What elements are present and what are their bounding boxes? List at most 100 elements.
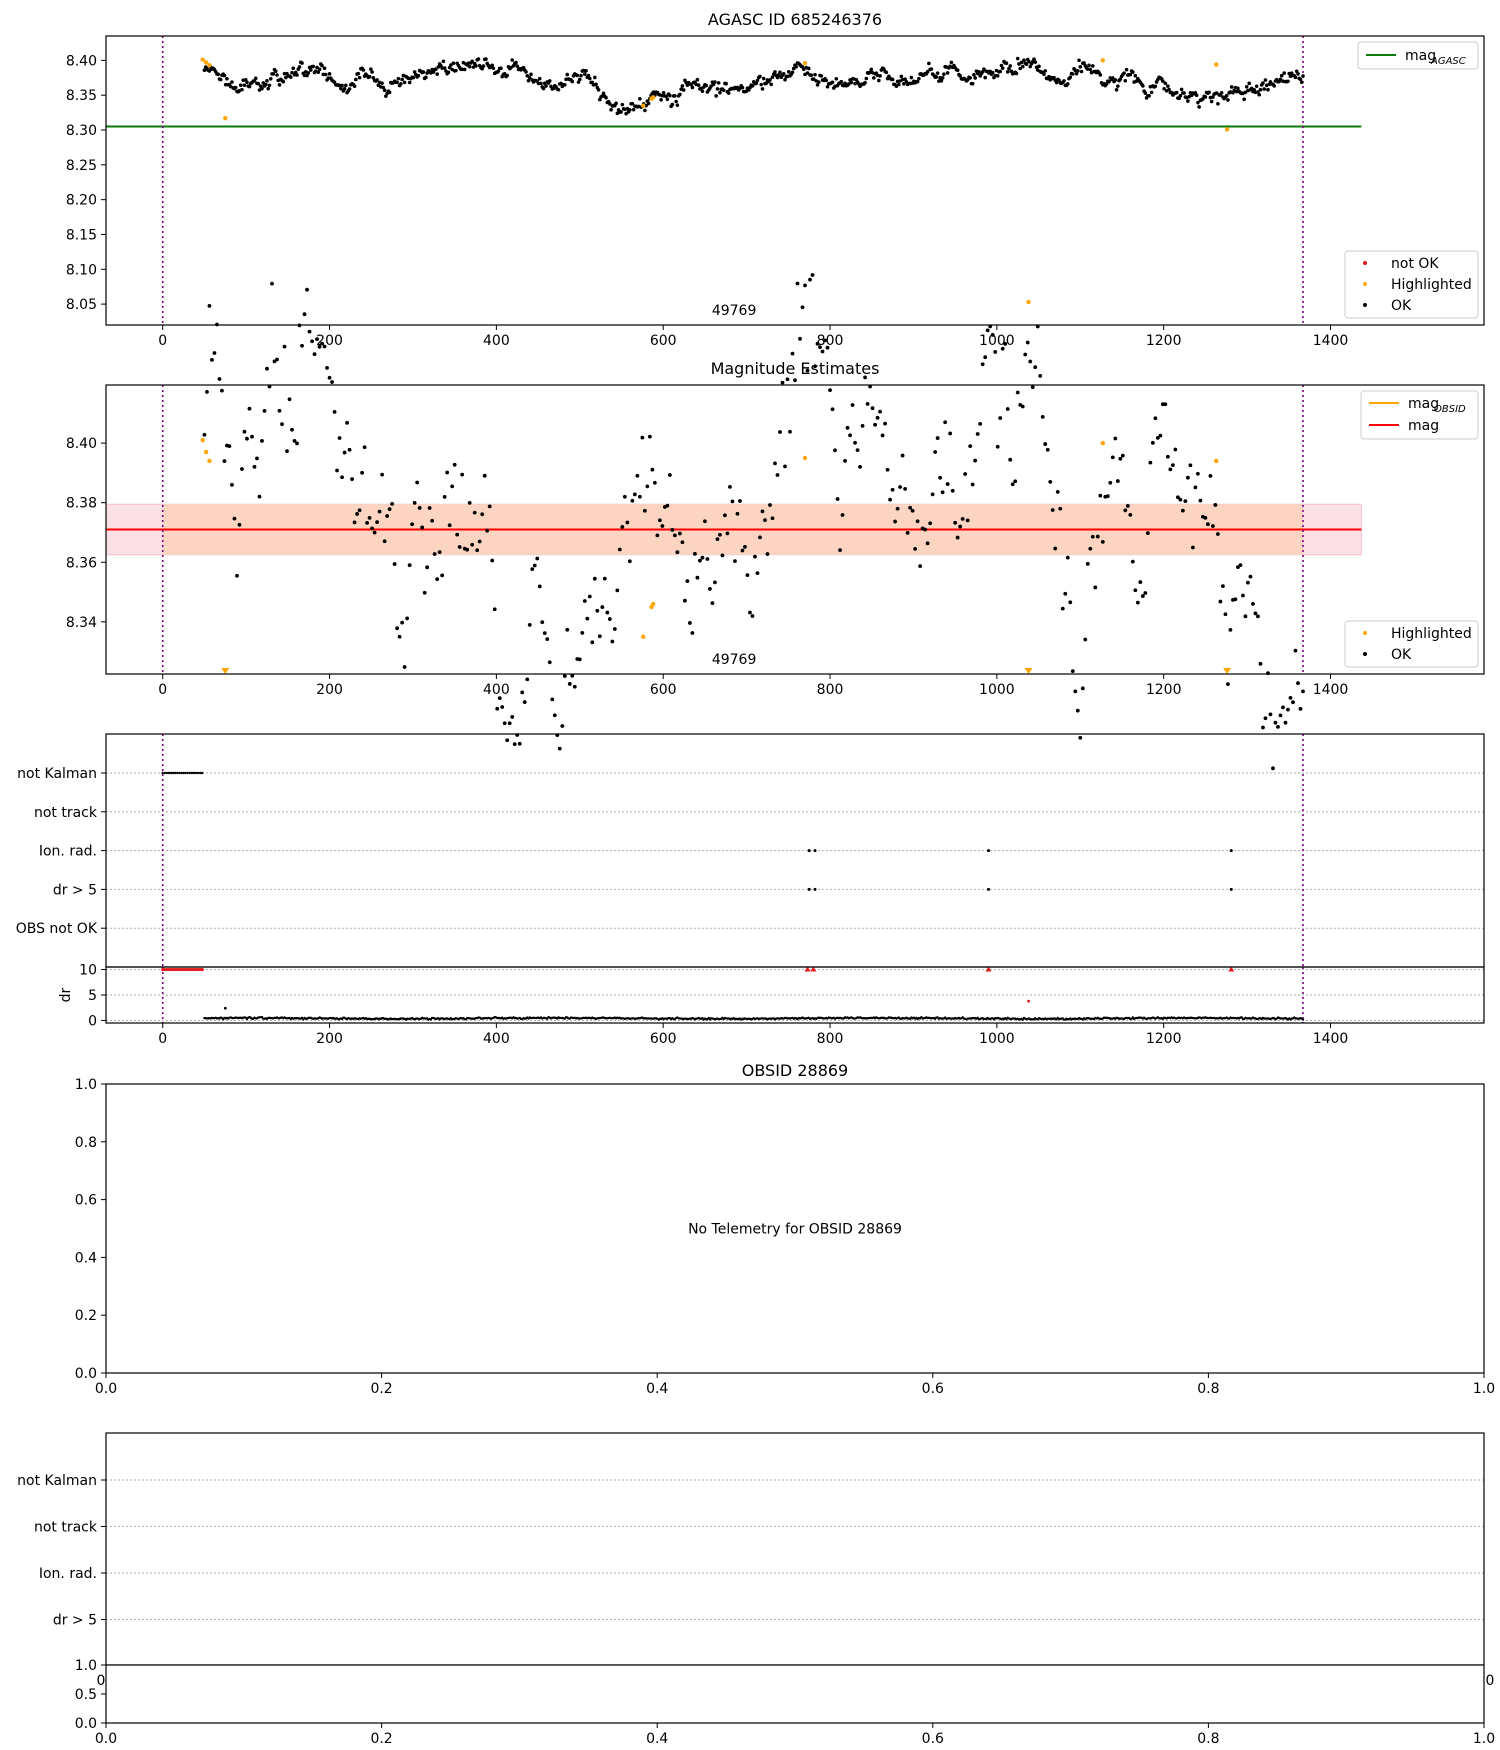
ok-point xyxy=(288,75,293,79)
ok-point xyxy=(265,79,269,83)
edge-tick-label-right: 0 xyxy=(1486,1673,1495,1689)
x-axis-estimates-tick-label: 600 xyxy=(650,682,677,698)
ok-point xyxy=(759,82,764,87)
ok-point xyxy=(560,724,565,728)
ok-point xyxy=(1128,72,1133,77)
ok-point xyxy=(1196,100,1200,105)
ok-point xyxy=(1114,87,1119,92)
ok-point xyxy=(260,439,264,443)
ok-point xyxy=(1278,713,1283,718)
ok-point xyxy=(585,616,590,621)
ion-rad-point xyxy=(813,849,817,853)
ok-point xyxy=(1299,80,1304,85)
ok-point xyxy=(422,590,427,595)
ok-point xyxy=(880,433,885,438)
dr-gt5-point xyxy=(807,887,811,891)
ok-point xyxy=(624,111,628,116)
ok-point xyxy=(1209,99,1214,104)
ok-point xyxy=(1020,64,1025,69)
flag-row-label: dr > 5 xyxy=(53,1613,97,1629)
y-axis-agasc-tick-label: 8.15 xyxy=(66,227,97,243)
ok-point xyxy=(524,70,528,74)
ok-point xyxy=(462,67,467,72)
ok-point xyxy=(245,80,249,84)
ok-point xyxy=(268,77,273,81)
ok-point xyxy=(878,74,882,78)
ok-point xyxy=(934,75,939,79)
ok-point xyxy=(490,63,495,68)
not-kalman-point xyxy=(194,771,198,775)
ok-point xyxy=(1123,78,1128,83)
ok-point xyxy=(668,93,672,98)
ok-point xyxy=(202,432,207,437)
ok-point xyxy=(678,92,682,97)
dr-axis-label: dr xyxy=(58,987,74,1002)
ok-point xyxy=(810,273,815,277)
ok-point xyxy=(310,339,314,344)
ok-point xyxy=(1082,61,1086,65)
ok-point xyxy=(977,69,981,74)
ok-point xyxy=(526,78,531,83)
not-kalman-point xyxy=(182,771,185,775)
ok-point xyxy=(323,72,328,77)
ok-point xyxy=(614,101,618,106)
ok-point xyxy=(1219,91,1224,95)
ok-point xyxy=(745,573,750,578)
ok-point xyxy=(576,80,581,84)
ok-point xyxy=(261,81,266,85)
ok-point xyxy=(252,464,257,469)
ok-point xyxy=(768,78,772,82)
ok-point xyxy=(1135,600,1140,605)
legend-line-label: mag xyxy=(1408,396,1439,412)
ok-point xyxy=(1079,69,1084,74)
ok-point xyxy=(1015,390,1020,395)
ok-point xyxy=(217,377,222,381)
ok-point xyxy=(650,467,655,472)
ok-point xyxy=(315,65,319,70)
ok-point xyxy=(292,438,297,443)
ok-point xyxy=(667,473,672,477)
ok-point xyxy=(652,480,657,485)
ok-point xyxy=(620,102,625,107)
ok-point xyxy=(1182,91,1186,95)
ok-point xyxy=(371,76,376,80)
x-axis-obsid-sub-tick-label: 0.2 xyxy=(370,1731,392,1747)
ok-point xyxy=(541,86,546,91)
highlighted-point xyxy=(223,115,228,121)
dr-gt5-point xyxy=(1229,887,1233,891)
ok-point xyxy=(1115,479,1120,483)
ok-point xyxy=(1113,436,1118,441)
ok-point xyxy=(1008,64,1013,68)
ok-point xyxy=(990,333,995,337)
ok-point xyxy=(216,72,220,77)
ok-point xyxy=(347,87,352,91)
ok-point xyxy=(878,409,882,414)
ok-point xyxy=(1023,352,1028,357)
axes-frame-obsid-flags xyxy=(105,1432,1485,1666)
ok-point xyxy=(818,345,822,350)
ok-point xyxy=(355,512,359,516)
ok-point xyxy=(1141,84,1145,88)
ok-point xyxy=(1288,696,1293,700)
ok-point xyxy=(1087,63,1091,68)
ok-point xyxy=(1286,707,1290,712)
ok-point xyxy=(1207,90,1211,95)
ok-point xyxy=(537,584,542,589)
ok-point xyxy=(1236,86,1240,91)
ok-point xyxy=(484,57,488,61)
ok-point xyxy=(970,81,975,86)
flag-row-label: Ion. rad. xyxy=(39,1566,97,1582)
ok-point xyxy=(1178,497,1183,502)
ok-point xyxy=(1167,87,1171,92)
ok-point xyxy=(635,473,640,478)
ok-point xyxy=(1025,340,1030,345)
ok-point xyxy=(570,79,575,84)
ok-point xyxy=(902,82,906,86)
ok-point xyxy=(995,74,1000,78)
not-kalman-point xyxy=(186,771,189,775)
ok-point xyxy=(1116,84,1120,88)
ok-point xyxy=(1218,599,1223,604)
ok-point xyxy=(1078,65,1083,69)
ok-point xyxy=(515,64,520,68)
ok-point xyxy=(598,97,602,102)
